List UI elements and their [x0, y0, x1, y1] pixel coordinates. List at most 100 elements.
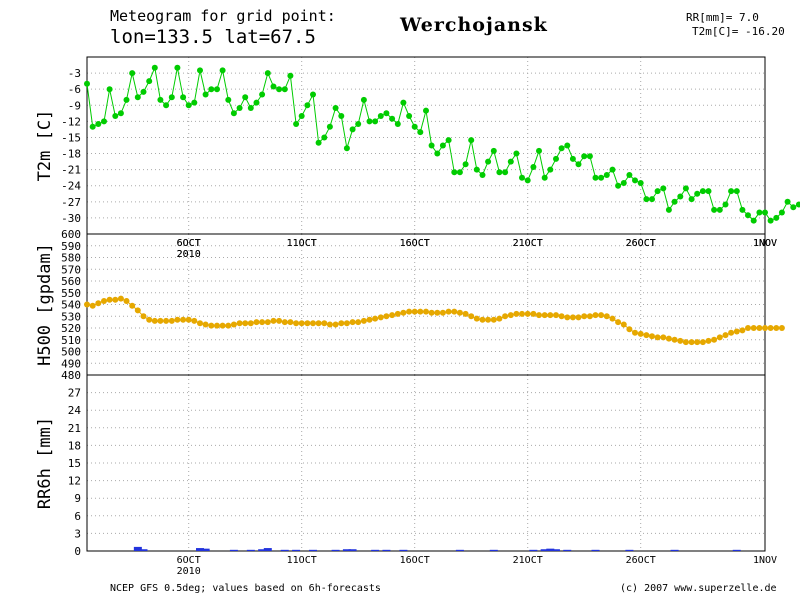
h500-data-point — [575, 314, 582, 321]
t2m-data-point — [462, 161, 469, 168]
t2m-data-point — [151, 64, 158, 71]
rr-bar — [196, 548, 204, 551]
t2m-data-point — [524, 177, 531, 184]
t2m-data-point — [530, 164, 537, 170]
t2m-data-point — [564, 142, 571, 149]
h500-data-point — [762, 325, 768, 331]
t2m-data-point — [129, 70, 136, 77]
t2m-data-point — [598, 174, 605, 181]
rr-bar — [246, 549, 255, 551]
y-tick-label: -12 — [61, 115, 81, 128]
h500-data-point — [140, 313, 147, 320]
t2m-data-point — [756, 209, 763, 216]
h500-data-point — [456, 309, 463, 316]
t2m-data-point — [536, 147, 542, 154]
h500-data-point — [592, 312, 599, 319]
t2m-data-point — [490, 147, 497, 154]
t2m-data-point — [569, 155, 576, 162]
h500-data-point — [146, 316, 153, 323]
h500-data-point — [728, 329, 735, 336]
h500-data-point — [89, 302, 96, 309]
t2m-data-point — [581, 153, 588, 160]
h500-data-point — [270, 317, 277, 324]
h500-data-point — [321, 320, 328, 327]
h500-data-point — [519, 310, 525, 317]
h500-data-point — [219, 322, 226, 329]
t2m-data-point — [140, 88, 147, 95]
t2m-data-point — [739, 206, 746, 213]
header-coordinates: lon=133.5 lat=67.5 — [110, 26, 316, 48]
h500-data-point — [417, 308, 424, 315]
t2m-data-point — [541, 174, 548, 181]
h500-data-point — [197, 320, 203, 327]
t2m-data-point — [643, 196, 650, 203]
h500-data-point — [767, 325, 774, 331]
h500-data-point — [558, 313, 565, 320]
t2m-data-point — [485, 158, 492, 165]
t2m-data-point — [677, 193, 684, 200]
y-tick-label: 500 — [61, 346, 81, 359]
t2m-data-point — [603, 172, 610, 178]
rr-bar — [399, 549, 408, 551]
t2m-data-point — [259, 91, 266, 98]
h500-data-point — [609, 315, 616, 322]
t2m-data-point — [417, 129, 424, 136]
h500-data-point — [733, 328, 740, 335]
x-tick-label: 16OCT — [400, 238, 430, 249]
t2m-data-point — [208, 86, 215, 93]
t2m-data-point — [326, 123, 333, 130]
y-tick-label: 3 — [74, 527, 81, 540]
t2m-data-point — [355, 121, 362, 127]
t2m-data-point — [496, 169, 503, 176]
t2m-data-point — [236, 105, 243, 111]
h500-data-point — [626, 326, 633, 333]
h500-data-point — [360, 317, 367, 324]
h500-data-point — [366, 316, 373, 323]
t2m-data-point — [513, 150, 520, 157]
t2m-data-point — [264, 70, 271, 77]
x-tick-label: 26OCT — [626, 555, 656, 566]
t2m-data-point — [790, 204, 797, 211]
x-tick-label: 16OCT — [400, 555, 430, 566]
h500-data-point — [214, 322, 220, 329]
h500-data-point — [112, 296, 119, 303]
h500-data-point — [507, 312, 514, 319]
h500-data-point — [699, 339, 706, 346]
y-tick-label: -18 — [61, 148, 81, 161]
rr-bar — [280, 549, 289, 551]
t2m-data-point — [654, 188, 661, 195]
t2m-data-point — [406, 113, 413, 119]
h500-data-point — [643, 332, 650, 339]
t2m-data-point — [101, 118, 107, 125]
t2m-data-point — [615, 182, 622, 189]
t2m-data-point — [671, 198, 678, 205]
h500-data-point — [298, 320, 305, 327]
h500-data-point — [564, 314, 571, 321]
t2m-data-point — [219, 67, 226, 74]
t2m-data-point — [287, 72, 294, 79]
y-tick-label: 9 — [74, 492, 81, 505]
h500-data-point — [445, 308, 452, 315]
h500-data-point — [287, 319, 294, 326]
y-tick-label: -15 — [61, 131, 81, 144]
t2m-data-point — [620, 180, 627, 186]
rr-bar — [455, 549, 464, 551]
t2m-data-point — [733, 188, 740, 195]
t2m-data-point — [202, 91, 209, 98]
t2m-data-point — [451, 169, 458, 176]
t2m-data-point — [428, 142, 435, 149]
y-axis-title: T2m [C] — [35, 110, 55, 182]
h500-data-point — [394, 310, 401, 317]
rr-bar — [382, 549, 391, 551]
h500-data-point — [705, 337, 712, 344]
h500-data-point — [750, 325, 757, 331]
t2m-data-point — [383, 110, 390, 117]
t2m-data-point — [660, 185, 667, 192]
h500-data-point — [151, 317, 158, 324]
rr-bar — [591, 549, 600, 551]
h500-data-point — [569, 314, 576, 321]
y-tick-label: -27 — [61, 196, 81, 209]
rr-bar — [309, 549, 317, 551]
h500-data-point — [428, 309, 435, 316]
t2m-data-point — [253, 99, 260, 106]
